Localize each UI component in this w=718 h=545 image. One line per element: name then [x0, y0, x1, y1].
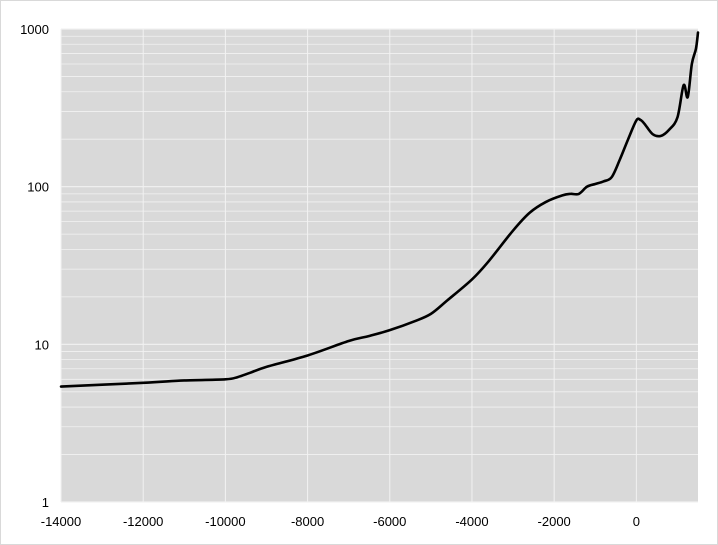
x-tick-label: -8000	[291, 514, 324, 529]
plot-area	[61, 29, 698, 502]
y-tick-label: 1000	[20, 22, 49, 37]
x-tick-label: -2000	[538, 514, 571, 529]
series-line	[59, 31, 700, 388]
y-axis-tick-labels: 1 10 100 1000	[20, 22, 49, 510]
vertical-gridlines	[60, 29, 637, 502]
major-horizontal-gridlines	[61, 28, 698, 503]
y-tick-label: 1	[42, 495, 49, 510]
x-tick-label: -14000	[41, 514, 81, 529]
x-tick-label: -10000	[205, 514, 245, 529]
y-tick-label: 100	[27, 180, 49, 195]
x-tick-label: 0	[633, 514, 640, 529]
x-tick-label: -12000	[123, 514, 163, 529]
x-tick-label: -6000	[373, 514, 406, 529]
y-tick-label: 10	[35, 337, 49, 352]
minor-horizontal-gridlines	[61, 35, 698, 455]
x-axis-tick-labels: -14000 -12000 -10000 -8000 -6000 -4000 -2000 0	[41, 514, 640, 529]
x-tick-label: -4000	[455, 514, 488, 529]
